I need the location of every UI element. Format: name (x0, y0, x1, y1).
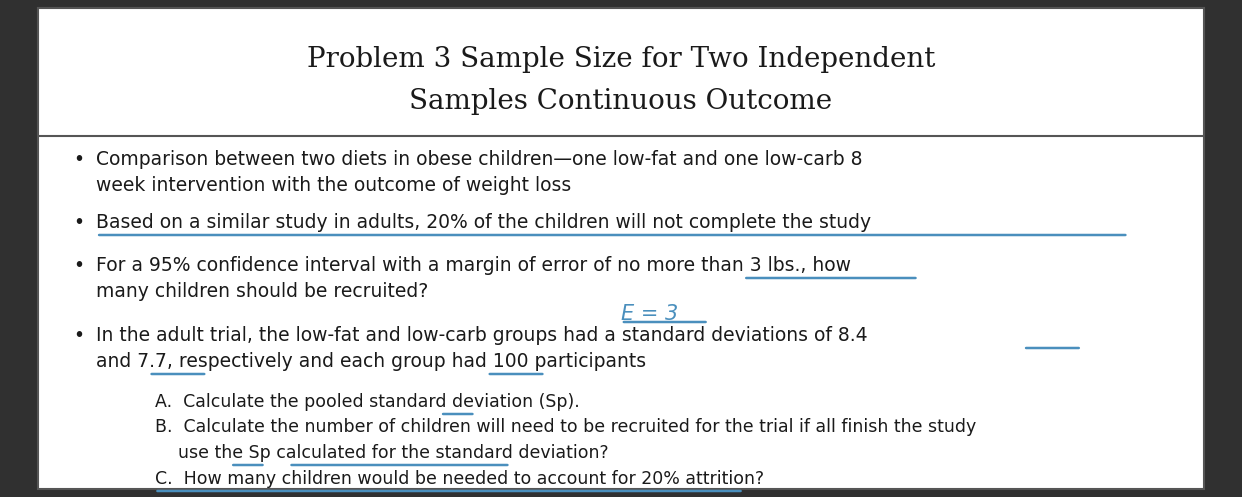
Text: E = 3: E = 3 (621, 304, 678, 324)
Text: Samples Continuous Outcome: Samples Continuous Outcome (410, 88, 832, 115)
Text: A.  Calculate the pooled standard deviation (Sp).: A. Calculate the pooled standard deviati… (154, 393, 579, 411)
Text: C.  How many children would be needed to account for 20% attrition?: C. How many children would be needed to … (154, 470, 764, 488)
Bar (39, 8, 1203, 136)
Text: For a 95% confidence interval with a margin of error of no more than 3 lbs., how: For a 95% confidence interval with a mar… (97, 256, 851, 275)
Text: •: • (73, 213, 84, 232)
Text: Problem 3 Sample Size for Two Independent: Problem 3 Sample Size for Two Independen… (307, 46, 935, 73)
Text: Based on a similar study in adults, 20% of the children will not complete the st: Based on a similar study in adults, 20% … (97, 213, 872, 232)
Text: use the Sp calculated for the standard deviation?: use the Sp calculated for the standard d… (178, 444, 609, 462)
Text: •: • (73, 326, 84, 345)
Text: •: • (73, 256, 84, 275)
Text: B.  Calculate the number of children will need to be recruited for the trial if : B. Calculate the number of children will… (154, 418, 976, 436)
Text: week intervention with the outcome of weight loss: week intervention with the outcome of we… (97, 176, 571, 195)
Text: •: • (73, 150, 84, 169)
Text: and 7.7, respectively and each group had 100 participants: and 7.7, respectively and each group had… (97, 352, 646, 371)
Text: In the adult trial, the low-fat and low-carb groups had a standard deviations of: In the adult trial, the low-fat and low-… (97, 326, 868, 345)
Text: Comparison between two diets in obese children—one low-fat and one low-carb 8: Comparison between two diets in obese ch… (97, 150, 863, 169)
Text: many children should be recruited?: many children should be recruited? (97, 282, 428, 301)
